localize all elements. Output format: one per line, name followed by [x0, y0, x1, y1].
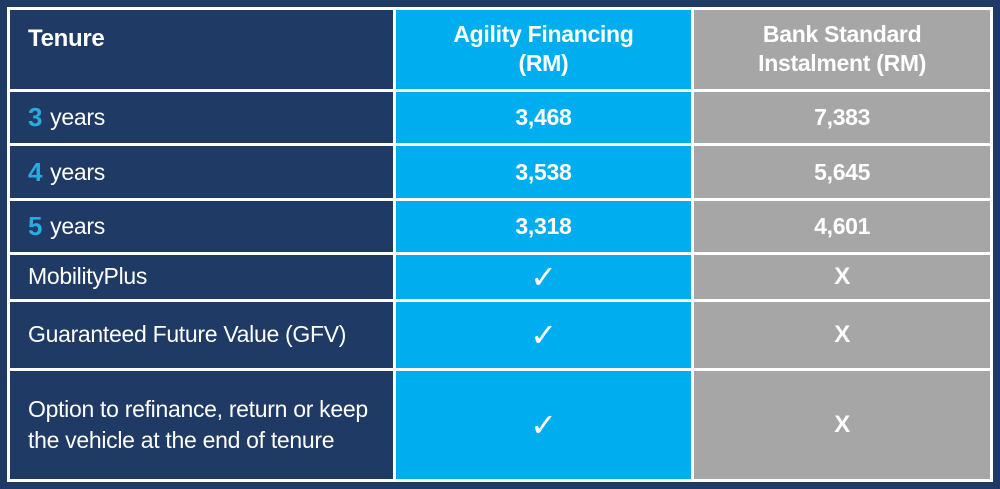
bank-value-cell-3-years: 7,383: [694, 91, 990, 144]
bank-instalment-value: 5,645: [814, 158, 871, 185]
agility-instalment-value: 3,538: [515, 158, 572, 185]
header-tenure-label: Tenure: [28, 25, 105, 52]
tenure-unit-label: years: [50, 212, 105, 239]
bank-value-cell-5-years: 4,601: [694, 201, 990, 252]
bank-instalment-value: 7,383: [814, 104, 871, 131]
cross-icon: X: [834, 410, 850, 438]
check-icon: ✓: [530, 316, 557, 353]
header-bank-standard-instalment: Bank Standard Instalment (RM): [694, 10, 990, 89]
comparison-table-grid: Tenure Agility Financing (RM) Bank Stand…: [10, 10, 990, 479]
feature-label: Guaranteed Future Value (GFV): [28, 321, 347, 348]
check-icon: ✓: [530, 406, 557, 443]
bank-feature-cell-refinance-option: X: [694, 370, 990, 479]
bank-feature-cell-gfv: X: [694, 302, 990, 368]
check-icon: ✓: [530, 258, 557, 295]
tenure-number: 5: [28, 210, 43, 241]
agility-feature-cell-mobilityplus: ✓: [395, 254, 692, 300]
agility-value-cell-4-years: 3,538: [395, 146, 692, 199]
tenure-unit-label: years: [50, 158, 105, 185]
tenure-cell-3-years: 3 years: [10, 91, 393, 144]
header-bank-standard-instalment-label: Bank Standard Instalment (RM): [758, 20, 927, 77]
tenure-cell-5-years: 5 years: [10, 201, 393, 252]
agility-instalment-value: 3,468: [515, 104, 572, 131]
cross-icon: X: [834, 262, 850, 290]
feature-cell-gfv: Guaranteed Future Value (GFV): [10, 302, 393, 368]
agility-value-cell-3-years: 3,468: [395, 91, 692, 144]
bank-feature-cell-mobilityplus: X: [694, 254, 990, 300]
tenure-number: 4: [28, 156, 43, 187]
agility-instalment-value: 3,318: [515, 212, 572, 239]
feature-cell-mobilityplus: MobilityPlus: [10, 254, 393, 300]
header-agility-financing: Agility Financing (RM): [395, 10, 692, 89]
tenure-number: 3: [28, 102, 43, 133]
bank-instalment-value: 4,601: [814, 212, 871, 239]
header-agility-financing-label: Agility Financing (RM): [453, 20, 634, 77]
tenure-unit-label: years: [50, 104, 105, 131]
feature-label: MobilityPlus: [28, 263, 148, 290]
header-tenure: Tenure: [10, 10, 393, 89]
cross-icon: X: [834, 320, 850, 348]
feature-cell-refinance-option: Option to refinance, return or keep the …: [10, 370, 393, 479]
feature-label: Option to refinance, return or keep the …: [28, 395, 368, 453]
tenure-cell-4-years: 4 years: [10, 146, 393, 199]
bank-value-cell-4-years: 5,645: [694, 146, 990, 199]
agility-value-cell-5-years: 3,318: [395, 201, 692, 252]
agility-feature-cell-refinance-option: ✓: [395, 370, 692, 479]
agility-feature-cell-gfv: ✓: [395, 302, 692, 368]
